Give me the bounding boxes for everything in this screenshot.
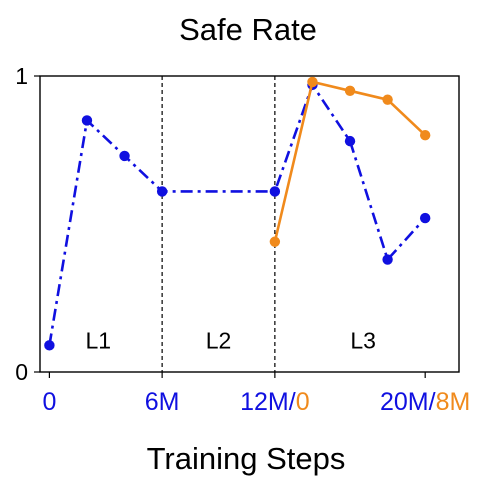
x-axis-ticks: 0 6M 12M/0 20M/8M (42, 372, 470, 416)
series-2 (269, 76, 431, 247)
data-point (81, 115, 93, 126)
y-axis-ticks: 01 (15, 63, 40, 385)
data-point (269, 186, 281, 197)
data-point (156, 186, 168, 197)
phase-dividers (161, 76, 276, 372)
series-line (273, 80, 427, 243)
phase-labels: L1 L2 L3 (85, 327, 376, 353)
phase-label: L3 (350, 327, 376, 353)
data-point (344, 85, 356, 97)
x-tick-label: 6M (145, 388, 180, 416)
data-point (419, 212, 431, 224)
data-point (269, 236, 281, 247)
plot-frame (39, 75, 460, 373)
phase-label: L1 (85, 327, 111, 353)
series-1 (44, 79, 431, 351)
phase-label: L2 (206, 327, 232, 353)
data-point (344, 135, 356, 147)
series-layer (44, 76, 431, 351)
series-line (48, 83, 427, 346)
x-tick-label: 12M/0 (240, 388, 310, 416)
data-point (382, 94, 393, 105)
x-tick-label: 20M/8M (380, 388, 470, 416)
data-point (382, 254, 393, 265)
data-point (119, 150, 130, 162)
data-point (44, 340, 55, 351)
x-tick-label: 0 (42, 388, 56, 416)
y-tick-label: 0 (15, 359, 28, 385)
x-axis-label: Training Steps (147, 441, 346, 476)
data-point (307, 76, 318, 88)
y-tick-label: 1 (15, 63, 28, 89)
chart-title: Safe Rate (179, 12, 317, 47)
data-point (419, 130, 431, 141)
